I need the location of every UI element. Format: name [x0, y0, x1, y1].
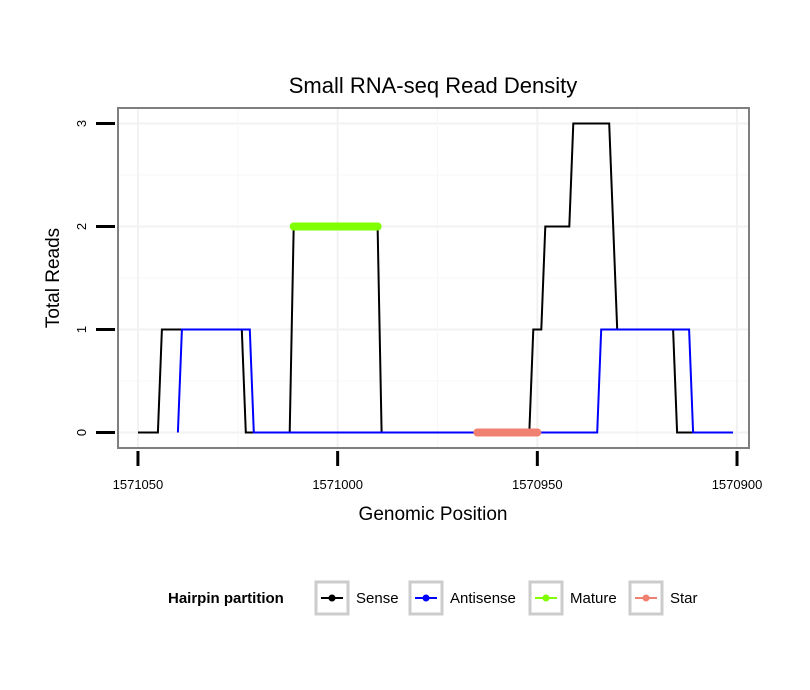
legend-key-dot — [422, 594, 430, 602]
legend-item-star: Star — [628, 580, 698, 616]
axes: 0 1 2 3 1571050 1571000 1570950 1570900 — [74, 120, 762, 492]
x-tick-label: 1570950 — [512, 477, 563, 492]
legend-label: Antisense — [450, 590, 516, 607]
legend-key-dot — [642, 594, 650, 602]
x-axis-title: Genomic Position — [359, 504, 508, 525]
legend-label: Sense — [356, 590, 399, 607]
y-axis-title: Total Reads — [43, 228, 64, 328]
legend-label: Star — [670, 590, 698, 607]
y-tick-label: 3 — [74, 120, 89, 127]
x-tick-label: 1571050 — [113, 477, 164, 492]
legend-label: Mature — [570, 590, 617, 607]
y-tick-label: 2 — [74, 223, 89, 230]
legend-key-dot — [542, 594, 550, 602]
series-layer — [138, 122, 733, 437]
legend: Hairpin partition Sense Antisense Mature St… — [168, 580, 698, 616]
legend-item-mature: Mature — [528, 580, 617, 616]
y-tick-label: 1 — [74, 326, 89, 333]
legend-key-dot — [328, 594, 336, 602]
legend-item-sense: Sense — [314, 580, 399, 616]
series-line-antisense — [176, 328, 733, 434]
legend-title: Hairpin partition — [168, 590, 284, 607]
x-tick-label: 1570900 — [712, 477, 763, 492]
plot-panel-border — [117, 107, 750, 449]
legend-item-antisense: Antisense — [408, 580, 516, 616]
series-line-sense — [138, 122, 733, 434]
y-tick-label: 0 — [74, 429, 89, 436]
chart-title: Small RNA-seq Read Density — [289, 73, 578, 98]
x-tick-label: 1571000 — [312, 477, 363, 492]
